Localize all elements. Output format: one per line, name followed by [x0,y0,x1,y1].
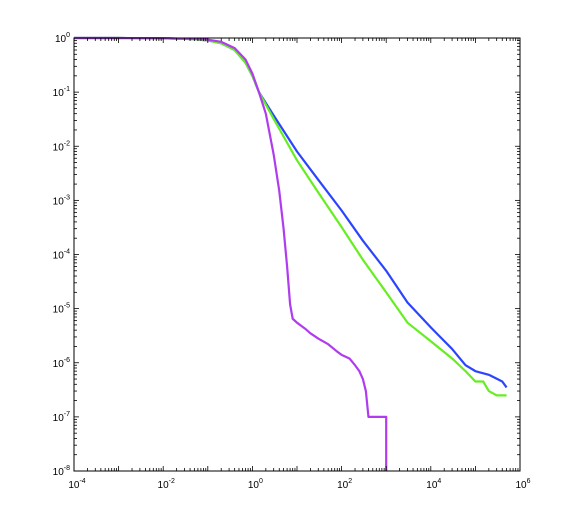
series-line-1 [74,36,508,389]
y-tick-label: 10-3 [53,194,70,207]
plot-frame [73,37,521,472]
x-tick-label: 100 [248,478,263,491]
series-line-2 [74,36,507,397]
y-tick-label: 10-4 [53,249,70,262]
x-tick-label: 106 [515,478,530,491]
y-tick-label: 10-2 [53,140,70,153]
y-tick-label: 100 [55,32,70,45]
x-tick-label: 102 [337,478,352,491]
tick-label-layer: 10-4 10-2 100 102 104 10610010-110-210-310-41… [53,32,531,491]
y-tick-label: 10-8 [53,465,70,478]
y-tick-label: 10-5 [53,303,70,316]
x-tick-label: 104 [426,478,441,491]
series-line-3 [74,36,388,471]
y-tick-label: 10-7 [53,411,70,424]
y-tick-label: 10-1 [53,86,70,99]
y-tick-label: 10-6 [53,357,70,370]
x-tick-label: 10-2 [158,478,175,491]
x-tick-label: 10-4 [68,478,85,491]
tick-layer [73,37,521,472]
series-layer [74,36,508,471]
